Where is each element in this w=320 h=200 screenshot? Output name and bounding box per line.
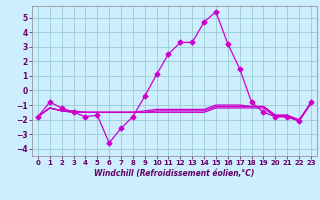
- X-axis label: Windchill (Refroidissement éolien,°C): Windchill (Refroidissement éolien,°C): [94, 169, 255, 178]
